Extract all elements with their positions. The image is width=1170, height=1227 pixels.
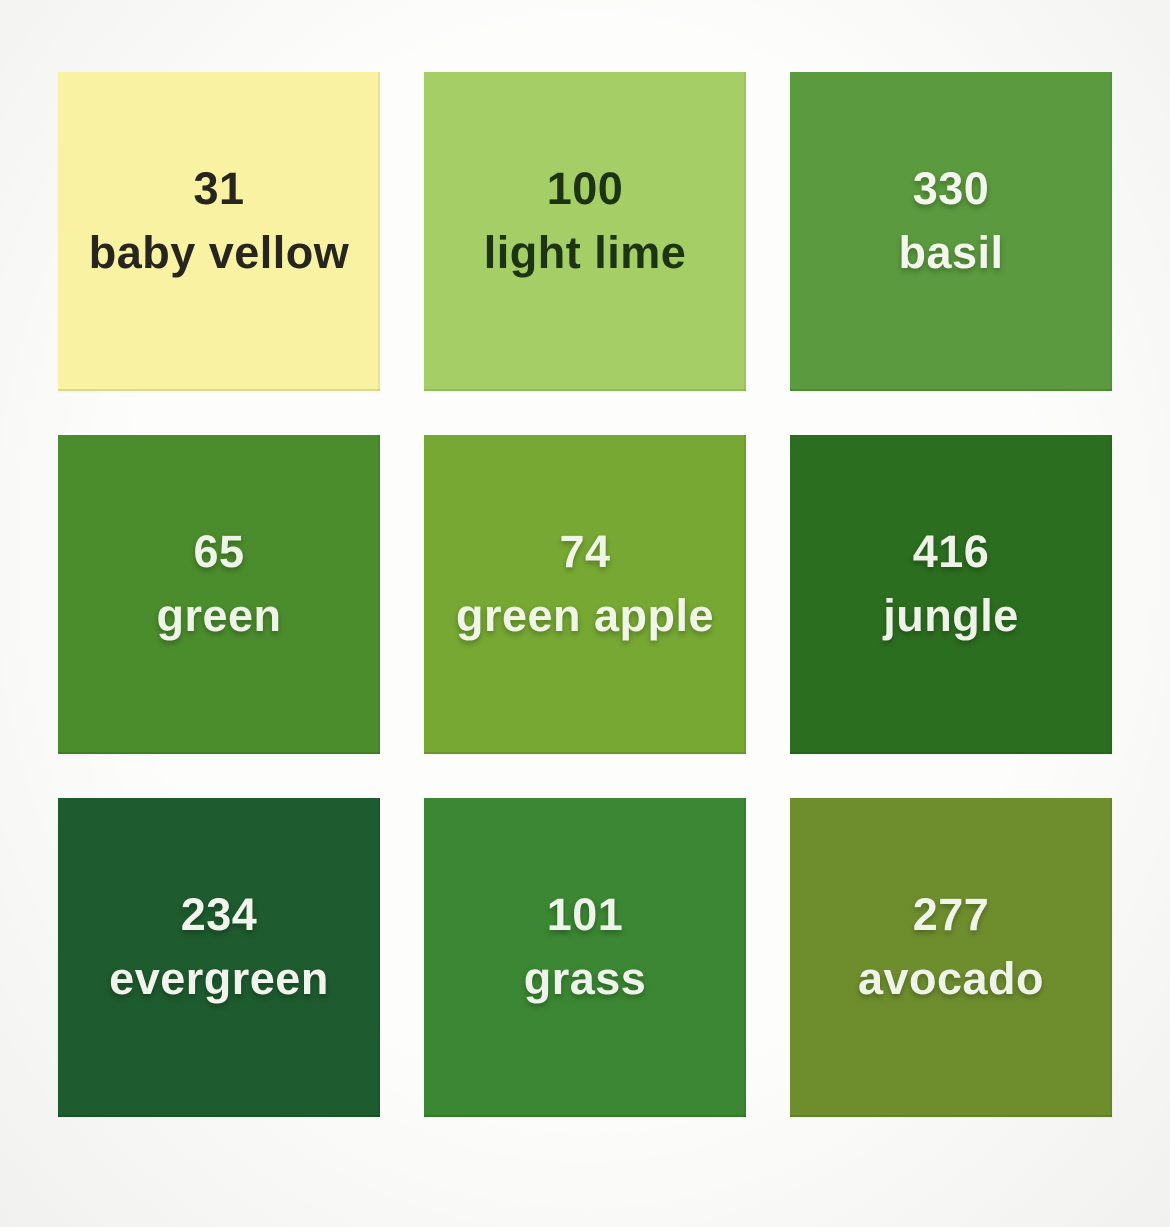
- swatch-number: 234: [180, 888, 258, 940]
- swatch-name: jungle: [883, 589, 1019, 641]
- swatch-number: 416: [912, 525, 990, 577]
- color-swatch-green: 65 green: [58, 435, 380, 754]
- color-swatch-light-lime: 100 light lime: [424, 72, 746, 391]
- swatch-label-block: 330 basil: [898, 157, 1003, 285]
- swatch-number: 100: [546, 162, 624, 214]
- swatch-label-block: 74 green apple: [456, 520, 714, 648]
- swatch-name: baby vellow: [88, 226, 350, 278]
- swatch-grid: 31 baby vellow 100 light lime 330 basil …: [58, 72, 1112, 1117]
- swatch-name: avocado: [857, 952, 1045, 1004]
- color-swatch-grass: 101 grass: [424, 798, 746, 1117]
- swatch-name: evergreen: [109, 952, 329, 1004]
- swatch-label-block: 416 jungle: [883, 520, 1019, 648]
- color-swatch-baby-vellow: 31 baby vellow: [58, 72, 380, 391]
- swatch-number: 101: [546, 888, 624, 940]
- swatch-number: 330: [912, 162, 990, 214]
- color-swatch-green-apple: 74 green apple: [424, 435, 746, 754]
- color-swatch-evergreen: 234 evergreen: [58, 798, 380, 1117]
- swatch-number: 65: [193, 525, 245, 577]
- swatch-name: grass: [523, 952, 647, 1004]
- swatch-name: green: [156, 589, 282, 641]
- swatch-label-block: 65 green: [156, 520, 281, 648]
- color-swatch-basil: 330 basil: [790, 72, 1112, 391]
- swatch-label-block: 31 baby vellow: [89, 157, 350, 285]
- color-swatch-jungle: 416 jungle: [790, 435, 1112, 754]
- swatch-number: 31: [193, 162, 245, 214]
- swatch-number: 74: [559, 525, 611, 577]
- swatch-name: green apple: [455, 589, 715, 641]
- swatch-label-block: 277 avocado: [858, 883, 1044, 1011]
- swatch-number: 277: [912, 888, 990, 940]
- swatch-name: light lime: [483, 226, 687, 278]
- swatch-label-block: 234 evergreen: [109, 883, 329, 1011]
- swatch-label-block: 100 light lime: [484, 157, 687, 285]
- color-swatch-avocado: 277 avocado: [790, 798, 1112, 1117]
- swatch-name: basil: [898, 226, 1004, 278]
- swatch-label-block: 101 grass: [524, 883, 647, 1011]
